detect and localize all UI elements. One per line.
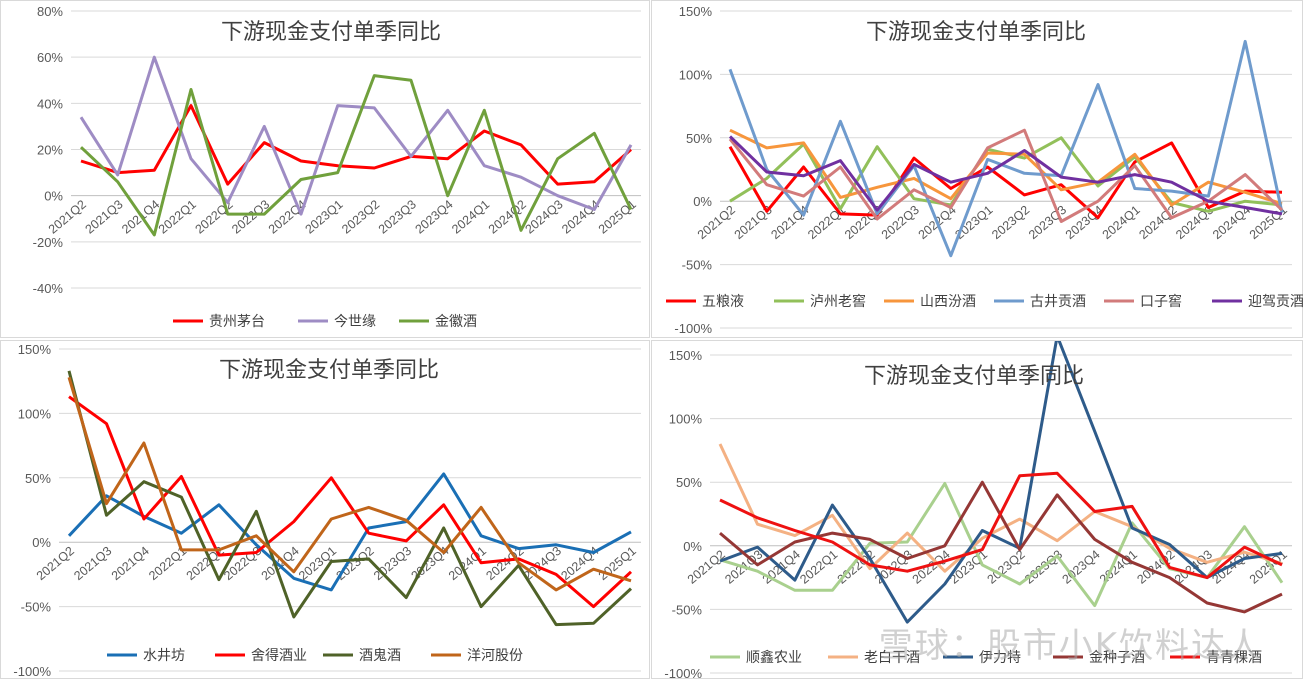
- legend-label: 贵州茅台: [209, 314, 265, 330]
- legend-label: 山西汾酒: [920, 294, 976, 310]
- legend-label: 伊力特: [979, 650, 1021, 666]
- series-line-4: [719, 480, 1283, 614]
- x-tick-label: 2023Q4: [413, 197, 456, 236]
- y-tick-label: 0%: [32, 535, 51, 550]
- chart-panel-1: -40% -20% 0% 20% 40% 60% 80% 2021Q2 2021Q3 2021Q4…: [0, 0, 650, 338]
- x-tick-label: 2023Q2: [985, 547, 1028, 586]
- legend-label: 顺鑫农业: [746, 649, 802, 666]
- chart-panel-3: -100% -50% 0% 50% 100% 150% 2021Q2 2021Q3 2021Q4…: [0, 340, 650, 679]
- chart-1-svg: -40%-20%0%20%40%60%80%2021Q22021Q32021Q4…: [33, 4, 641, 330]
- x-tick-label: 2022Q3: [229, 197, 272, 236]
- x-tick-label: 2022Q4: [266, 197, 309, 236]
- legend-label: 洋河股份: [467, 648, 523, 664]
- y-tick-label: -50%: [21, 600, 52, 615]
- series-line-5: [728, 128, 1284, 223]
- series-line-1: [719, 482, 1284, 608]
- y-tick-label: 100%: [18, 406, 52, 421]
- series-line-5: [719, 471, 1283, 580]
- legend-label: 舍得酒业: [251, 647, 307, 664]
- series-line-2: [718, 443, 1283, 573]
- y-tick-label: 100%: [679, 67, 713, 82]
- y-tick-label: 0%: [683, 539, 702, 554]
- chart-title: 下游现金支付单季同比: [866, 20, 1086, 45]
- chart-2-plot: -100%-50%0%50%100%150%2021Q22021Q32021Q4…: [666, 4, 1303, 336]
- y-tick-label: -40%: [33, 281, 64, 296]
- x-tick-label: 2023Q1: [303, 197, 346, 236]
- chart-4-plot: -100%-50%0%50%100%150%2021Q22021Q32021Q4…: [664, 341, 1292, 680]
- x-tick-label: 2025Q1: [596, 197, 639, 236]
- x-tick-label: 2021Q3: [71, 544, 114, 583]
- y-tick-label: -50%: [682, 258, 713, 273]
- y-tick-label: 50%: [686, 131, 712, 146]
- legend-label: 青青稞酒: [1206, 650, 1262, 666]
- x-tick-label: 2022Q2: [193, 197, 236, 236]
- x-tick-label: 2024Q1: [1100, 203, 1143, 242]
- series-line-2: [79, 55, 633, 216]
- legend-label: 古井贡酒: [1030, 294, 1086, 310]
- x-tick-label: 2023Q3: [1026, 203, 1069, 242]
- chart-panel-4: -100% -50% 0% 50% 100% 150% 2021Q2 2021Q3 2021Q4…: [651, 340, 1303, 680]
- legend-label: 泸州老窖: [810, 293, 866, 310]
- y-tick-label: 0%: [44, 189, 63, 204]
- legend-label: 今世缘: [334, 314, 376, 330]
- y-tick-label: 50%: [25, 471, 51, 486]
- x-tick-label: 2021Q4: [109, 544, 152, 583]
- series-line-4: [67, 376, 632, 592]
- y-tick-label: 20%: [37, 143, 63, 158]
- series-line-3: [79, 74, 633, 237]
- chart-2-svg: -100%-50%0%50%100%150%2021Q22021Q32021Q4…: [666, 4, 1303, 336]
- legend-label: 老白干酒: [864, 650, 920, 666]
- x-tick-label: 2021Q3: [83, 197, 126, 236]
- x-tick-label: 2022Q1: [797, 547, 840, 586]
- chart-3-plot: -100%-50%0%50%100%150%2021Q22021Q32021Q4…: [13, 342, 641, 679]
- series-line-1: [80, 104, 632, 186]
- x-tick-label: 2024Q1: [449, 197, 492, 236]
- y-tick-label: 150%: [669, 348, 703, 363]
- chart-title: 下游现金支付单季同比: [221, 20, 441, 45]
- legend-label: 金徽酒: [435, 314, 477, 330]
- y-tick-label: 50%: [676, 475, 702, 490]
- chart-title: 下游现金支付单季同比: [864, 364, 1084, 389]
- y-tick-label: -100%: [664, 666, 702, 680]
- legend-label: 五粮液: [702, 294, 744, 310]
- y-tick-label: -100%: [13, 664, 51, 679]
- chart-1-plot: -40%-20%0%20%40%60%80%2021Q22021Q32021Q4…: [33, 4, 641, 330]
- legend-label: 口子窖: [1140, 293, 1182, 310]
- x-tick-label: 2023Q1: [296, 544, 339, 583]
- x-tick-label: 2023Q3: [371, 544, 414, 583]
- x-tick-label: 2023Q2: [339, 197, 382, 236]
- chart-panel-2: -100% -50% 0% 50% 100% 150% 2021Q2 2021Q3 2021Q4…: [651, 0, 1303, 338]
- y-tick-label: 150%: [679, 4, 713, 19]
- x-tick-label: 2023Q2: [989, 203, 1032, 242]
- y-tick-label: 150%: [18, 342, 52, 357]
- series-line-1: [728, 141, 1283, 220]
- legend-label: 水井坊: [143, 648, 185, 664]
- x-tick-label: 2023Q3: [376, 197, 419, 236]
- legend-label: 金种子酒: [1089, 650, 1145, 666]
- y-tick-label: 100%: [669, 412, 703, 427]
- y-tick-label: -20%: [33, 235, 64, 250]
- x-tick-label: 2024Q2: [1136, 203, 1179, 242]
- chart-4-svg: -100%-50%0%50%100%150%2021Q22021Q32021Q4…: [664, 341, 1292, 680]
- x-tick-label: 2022Q3: [879, 203, 922, 242]
- legend-label: 迎驾贡酒: [1248, 294, 1303, 310]
- x-tick-label: 2025Q1: [1247, 547, 1290, 586]
- chart-title: 下游现金支付单季同比: [219, 358, 439, 383]
- series-line-6: [728, 135, 1283, 216]
- legend-label: 酒鬼酒: [359, 648, 401, 664]
- y-tick-label: 0%: [693, 194, 712, 209]
- y-tick-label: -50%: [672, 602, 703, 617]
- y-tick-label: 80%: [37, 4, 63, 19]
- series-line-3: [67, 370, 633, 627]
- y-tick-label: 40%: [37, 96, 63, 111]
- y-tick-label: -100%: [674, 321, 712, 336]
- series-line-2: [729, 136, 1283, 213]
- series-line-3: [719, 341, 1283, 624]
- chart-3-svg: -100%-50%0%50%100%150%2021Q22021Q32021Q4…: [13, 342, 641, 679]
- y-tick-label: 60%: [37, 50, 63, 65]
